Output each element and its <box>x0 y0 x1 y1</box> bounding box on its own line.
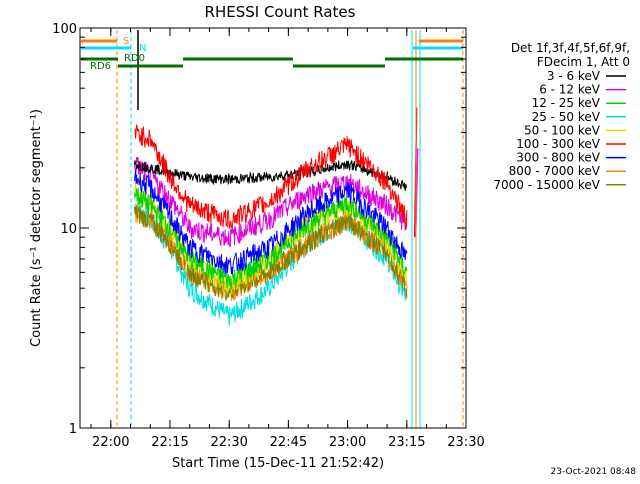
legend-entry-label: 12 - 25 keV <box>532 96 601 110</box>
plot-timestamp: 23-Oct-2021 08:48 <box>551 467 637 477</box>
series-line <box>134 124 408 230</box>
y-tick-label: 100 <box>52 22 77 37</box>
tick-layer: 22:00 22:15 22:30 22:45 23:00 23:15 23:30 1 10 10… <box>52 22 485 450</box>
x-tick-label: 23:30 <box>447 435 484 450</box>
saa-flag-label: S <box>123 36 129 47</box>
legend-entry-label: 6 - 12 keV <box>539 83 601 97</box>
series-line <box>134 205 408 302</box>
series-line <box>134 169 408 275</box>
legend-entry-label: 7000 - 15000 keV <box>493 178 600 192</box>
rd0-flag-label: RD0 <box>124 53 145 64</box>
chart-title: RHESSI Count Rates <box>205 3 356 21</box>
y-tick-label: 1 <box>69 422 77 437</box>
x-tick-label: 22:00 <box>92 435 129 450</box>
x-tick-label: 22:45 <box>270 435 307 450</box>
legend-header-line: FDecim 1, Att 0 <box>537 55 630 69</box>
x-tick-label: 22:30 <box>210 435 247 450</box>
x-tick-label: 23:00 <box>329 435 366 450</box>
night-flag-label: N <box>139 43 146 54</box>
legend-entry-label: 100 - 300 keV <box>516 137 600 151</box>
legend: Det 1f,3f,4f,5f,6f,9f,FDecim 1, Att 03 -… <box>493 41 630 192</box>
series-line <box>134 159 408 191</box>
rd6-flag-label: RD6 <box>90 61 111 72</box>
x-tick-label: 22:15 <box>151 435 188 450</box>
y-tick-label: 10 <box>60 222 77 237</box>
x-axis-label: Start Time (15-Dec-11 21:52:42) <box>172 456 384 471</box>
legend-header-line: Det 1f,3f,4f,5f,6f,9f, <box>511 41 630 55</box>
legend-entry-label: 800 - 7000 keV <box>509 164 601 178</box>
series-line <box>134 156 408 248</box>
x-tick-label: 23:15 <box>388 435 425 450</box>
legend-entry-label: 3 - 6 keV <box>547 69 601 83</box>
y-axis-label: Count Rate (s⁻¹ detector segment⁻¹) <box>29 109 44 347</box>
legend-entry-label: 300 - 800 keV <box>516 151 600 165</box>
legend-entry-label: 50 - 100 keV <box>524 123 601 137</box>
legend-entry-label: 25 - 50 keV <box>532 110 601 124</box>
